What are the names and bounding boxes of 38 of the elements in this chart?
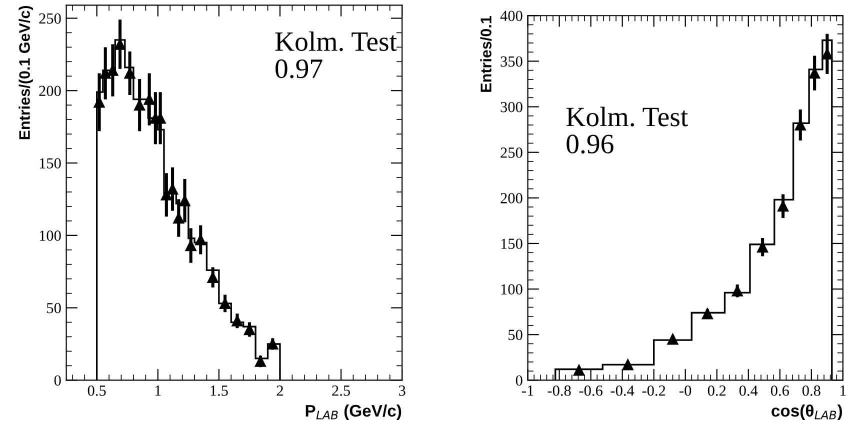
y-tick-label: 100 — [40, 230, 61, 241]
y-tick-label: 0 — [54, 375, 61, 386]
x-tick-label: -0.2 — [642, 385, 666, 396]
y-axis-title: Entries/(0.1 GeV/c) — [18, 6, 33, 140]
y-tick-label: 400 — [500, 10, 522, 22]
x-tick-label: 2.5 — [332, 386, 350, 396]
x-tick-label: -0.8 — [548, 385, 571, 396]
annotation: Kolm. Test 0.97 — [275, 31, 397, 78]
x-tick-label: -0.4 — [610, 385, 634, 396]
y-tick-label: 250 — [39, 13, 61, 24]
x-tick-label: 0.2 — [708, 385, 726, 396]
y-tick-label: 200 — [39, 86, 61, 96]
x-tick-label: -0.6 — [579, 385, 602, 396]
x-tick-label: 0.6 — [770, 385, 789, 396]
x-tick-label: 1 — [840, 386, 846, 396]
y-tick-label: 0 — [516, 375, 522, 386]
y-tick-label: 150 — [501, 238, 522, 249]
x-axis-title: P$_{LAB}$ (GeV/c) — [306, 404, 402, 420]
x-tick-label: -0 — [680, 385, 692, 396]
y-tick-label: 100 — [501, 284, 522, 294]
y-tick-label: 250 — [500, 147, 522, 158]
y-tick-label: 50 — [508, 330, 522, 340]
x-tick-label: 0.4 — [739, 385, 758, 396]
x-tick-label: 0.8 — [802, 385, 820, 396]
y-tick-label: 50 — [47, 302, 61, 314]
x-tick-label: 1.5 — [210, 386, 228, 396]
y-axis-title: Entries/0.1 — [480, 16, 492, 92]
x-tick-label: 1 — [155, 386, 161, 396]
y-tick-label: 200 — [500, 193, 522, 204]
x-tick-label: 0.5 — [88, 385, 106, 396]
y-tick-label: 300 — [500, 102, 522, 112]
x-axis-title: cos(θ$_{LAB}$) — [772, 404, 842, 420]
y-tick-label: 150 — [40, 158, 61, 168]
x-tick-label: 2 — [276, 386, 283, 396]
x-tick-label: 3 — [399, 386, 406, 396]
x-tick-label: -1 — [522, 386, 534, 396]
y-tick-label: 350 — [500, 56, 522, 67]
annotation: Kolm. Test 0.96 — [566, 106, 688, 154]
